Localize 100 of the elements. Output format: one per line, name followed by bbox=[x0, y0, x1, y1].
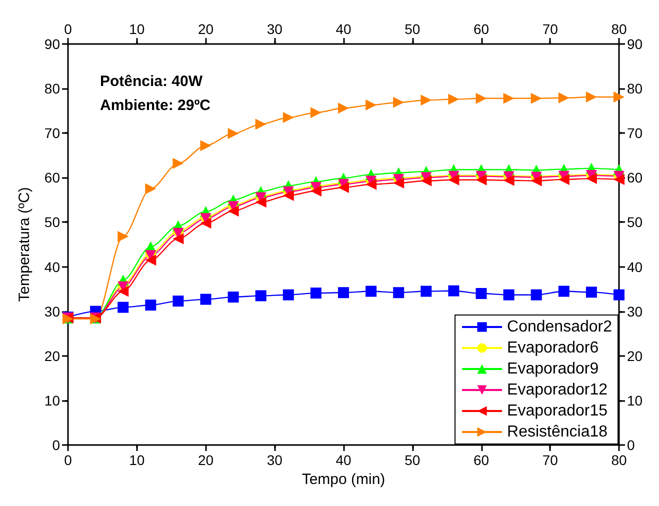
point bbox=[558, 174, 570, 185]
x2-tick-label: 20 bbox=[198, 21, 214, 37]
point bbox=[172, 158, 184, 169]
point bbox=[310, 186, 322, 197]
annotation: Ambiente: 29ºC bbox=[100, 97, 211, 114]
x2-tick-label: 50 bbox=[404, 21, 420, 37]
point bbox=[145, 254, 156, 266]
x-tick-label: 70 bbox=[542, 452, 558, 468]
annotation: Potência: 40W bbox=[100, 73, 204, 90]
point bbox=[420, 286, 432, 297]
point bbox=[448, 174, 460, 186]
point bbox=[393, 178, 404, 189]
x-tick-label: 30 bbox=[266, 452, 283, 468]
legend-label: Evaporador6 bbox=[507, 340, 599, 356]
point bbox=[172, 233, 184, 244]
point bbox=[366, 286, 377, 297]
point bbox=[476, 174, 487, 186]
y-tick-label: 70 bbox=[44, 125, 60, 142]
x-tick-label: 40 bbox=[336, 452, 352, 468]
y-tick-label: 60 bbox=[44, 170, 60, 186]
y2-tick-label: 0 bbox=[627, 437, 635, 453]
y-tick-label: 90 bbox=[44, 36, 60, 52]
y2-tick-label: 30 bbox=[627, 303, 643, 320]
x2-tick-label: 80 bbox=[611, 21, 627, 37]
point bbox=[338, 287, 349, 298]
point bbox=[448, 285, 460, 296]
x-tick-label: 20 bbox=[198, 452, 214, 468]
point bbox=[366, 100, 377, 111]
point bbox=[614, 92, 624, 103]
point bbox=[530, 289, 542, 300]
y2-tick-label: 80 bbox=[627, 80, 643, 97]
x2-tick-label: 60 bbox=[473, 21, 490, 37]
y2-tick-label: 90 bbox=[627, 36, 643, 52]
x2-tick-label: 30 bbox=[266, 21, 283, 37]
point bbox=[255, 196, 266, 208]
x-tick-label: 60 bbox=[473, 452, 490, 468]
point bbox=[118, 230, 129, 242]
legend-label: Evaporador9 bbox=[507, 360, 599, 378]
point bbox=[558, 286, 570, 297]
y-tick-label: 40 bbox=[44, 258, 60, 275]
point bbox=[310, 107, 322, 118]
point bbox=[255, 290, 266, 302]
point bbox=[228, 292, 239, 303]
x2-tick-label: 40 bbox=[336, 21, 352, 37]
point bbox=[476, 288, 487, 300]
y-tick-label: 0 bbox=[52, 437, 60, 453]
y-tick-label: 30 bbox=[44, 303, 60, 320]
point bbox=[118, 302, 129, 313]
point bbox=[200, 218, 212, 229]
x-tick-label: 50 bbox=[404, 452, 420, 468]
y-axis-title: Temperatura (ºC) bbox=[16, 187, 33, 302]
point bbox=[282, 190, 294, 201]
point bbox=[586, 92, 597, 103]
point bbox=[393, 287, 404, 298]
y2-tick-label: 50 bbox=[627, 214, 643, 230]
point bbox=[614, 174, 624, 185]
y-tick-label: 80 bbox=[44, 80, 60, 97]
point bbox=[338, 102, 349, 114]
point bbox=[282, 112, 294, 124]
point bbox=[420, 175, 432, 186]
point bbox=[614, 289, 624, 300]
point bbox=[228, 128, 239, 140]
point bbox=[503, 174, 514, 186]
point bbox=[228, 206, 239, 217]
point bbox=[338, 182, 349, 193]
point bbox=[530, 175, 542, 186]
point bbox=[586, 286, 597, 298]
point bbox=[503, 289, 514, 300]
x-tick-label: 80 bbox=[611, 452, 627, 468]
legend-label: Evaporador15 bbox=[507, 402, 608, 420]
y2-tick-label: 20 bbox=[627, 348, 643, 364]
y2-tick-label: 60 bbox=[627, 170, 643, 186]
point bbox=[310, 288, 322, 299]
point bbox=[145, 300, 156, 311]
point bbox=[255, 118, 266, 130]
y-tick-label: 10 bbox=[44, 392, 60, 408]
point bbox=[420, 94, 432, 106]
x2-tick-label: 0 bbox=[64, 21, 72, 37]
point bbox=[530, 92, 542, 104]
legend-label: Condensador2 bbox=[507, 318, 612, 336]
legend-label: Resistência18 bbox=[507, 424, 608, 440]
point bbox=[503, 92, 514, 104]
y2-tick-label: 40 bbox=[627, 258, 643, 275]
point bbox=[200, 294, 212, 305]
x-axis-title: Tempo (min) bbox=[302, 470, 386, 488]
point bbox=[282, 289, 294, 300]
y-tick-label: 20 bbox=[44, 348, 60, 364]
x2-tick-label: 10 bbox=[129, 21, 145, 37]
point bbox=[448, 94, 460, 105]
point bbox=[558, 92, 570, 104]
legend-label: Evaporador12 bbox=[507, 382, 608, 398]
x-tick-label: 10 bbox=[129, 452, 145, 468]
y-tick-label: 50 bbox=[44, 214, 60, 230]
point bbox=[366, 178, 377, 190]
point bbox=[393, 96, 404, 108]
y2-tick-label: 70 bbox=[627, 125, 643, 142]
x2-tick-label: 70 bbox=[542, 21, 558, 37]
point bbox=[476, 92, 487, 104]
point bbox=[145, 183, 156, 194]
point bbox=[200, 140, 212, 152]
